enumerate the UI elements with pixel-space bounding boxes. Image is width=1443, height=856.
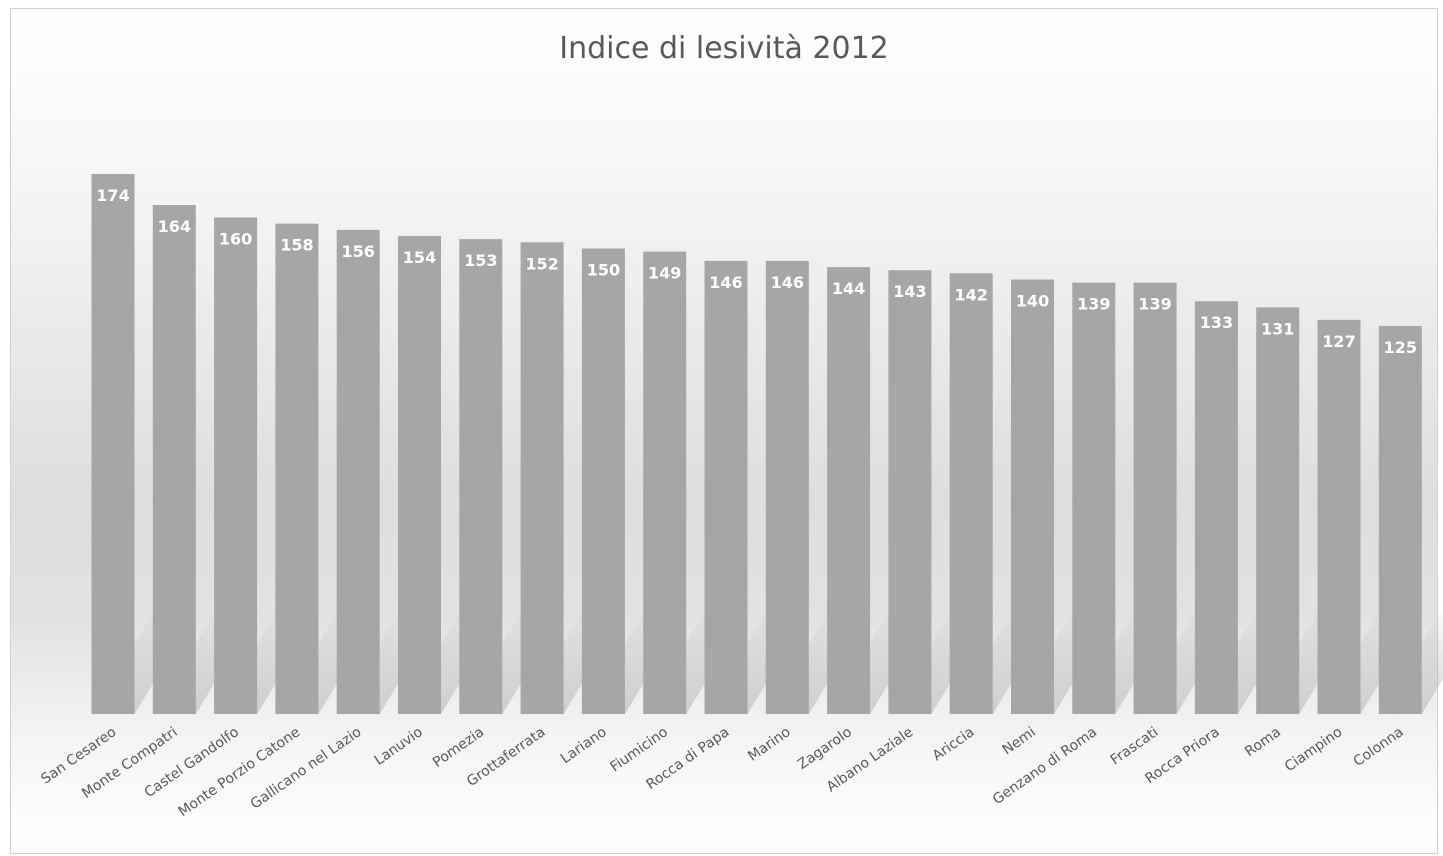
bar — [950, 273, 993, 714]
bar — [582, 248, 625, 714]
data-label: 154 — [403, 248, 436, 267]
data-label: 143 — [893, 282, 926, 301]
data-label: 139 — [1138, 295, 1171, 314]
data-label: 139 — [1077, 295, 1110, 314]
bar — [214, 217, 257, 714]
category-label: Roma — [1242, 724, 1284, 760]
bar — [1318, 320, 1361, 714]
data-label: 149 — [648, 264, 681, 283]
category-label: Pomezia — [430, 724, 487, 771]
category-label: Marino — [745, 724, 793, 764]
bar — [153, 205, 196, 714]
data-label: 125 — [1384, 338, 1417, 357]
data-label: 156 — [341, 242, 374, 261]
bar — [705, 261, 748, 714]
bar — [643, 252, 686, 714]
data-label: 144 — [832, 279, 865, 298]
bar — [1256, 307, 1299, 714]
data-label: 131 — [1261, 319, 1294, 338]
category-label: Genzano di Roma — [990, 724, 1100, 808]
data-label: 146 — [709, 273, 742, 292]
data-label: 150 — [587, 260, 620, 279]
bar — [1195, 301, 1238, 714]
bar — [275, 224, 318, 714]
bar — [337, 230, 380, 714]
category-label: Ariccia — [930, 724, 978, 764]
bar — [398, 236, 441, 714]
category-label: Colonna — [1351, 724, 1407, 770]
category-label: Frascati — [1108, 724, 1162, 768]
category-label: Ciampino — [1282, 724, 1345, 775]
data-label: 152 — [525, 254, 558, 273]
bar — [459, 239, 502, 714]
data-label: 127 — [1322, 332, 1355, 351]
category-label: Lanuvio — [372, 724, 426, 769]
category-label: Zagarolo — [795, 724, 855, 773]
bar — [827, 267, 870, 714]
data-label: 153 — [464, 251, 497, 270]
bar — [521, 242, 564, 714]
data-label: 133 — [1200, 313, 1233, 332]
data-label: 142 — [954, 285, 987, 304]
bar — [1379, 326, 1422, 714]
bar — [766, 261, 809, 714]
bar — [888, 270, 931, 714]
bar — [1072, 283, 1115, 714]
bar — [92, 174, 135, 714]
data-label: 174 — [96, 186, 129, 205]
data-label: 140 — [1016, 292, 1049, 311]
category-label: Lariano — [558, 724, 610, 767]
bar — [1134, 283, 1177, 714]
data-label: 164 — [158, 217, 191, 236]
bar — [1011, 280, 1054, 714]
category-label: Nemi — [1000, 724, 1039, 758]
category-label: Gallicano nel Lazio — [248, 724, 365, 812]
data-label: 158 — [280, 236, 313, 255]
data-label: 146 — [771, 273, 804, 292]
data-label: 160 — [219, 229, 252, 248]
